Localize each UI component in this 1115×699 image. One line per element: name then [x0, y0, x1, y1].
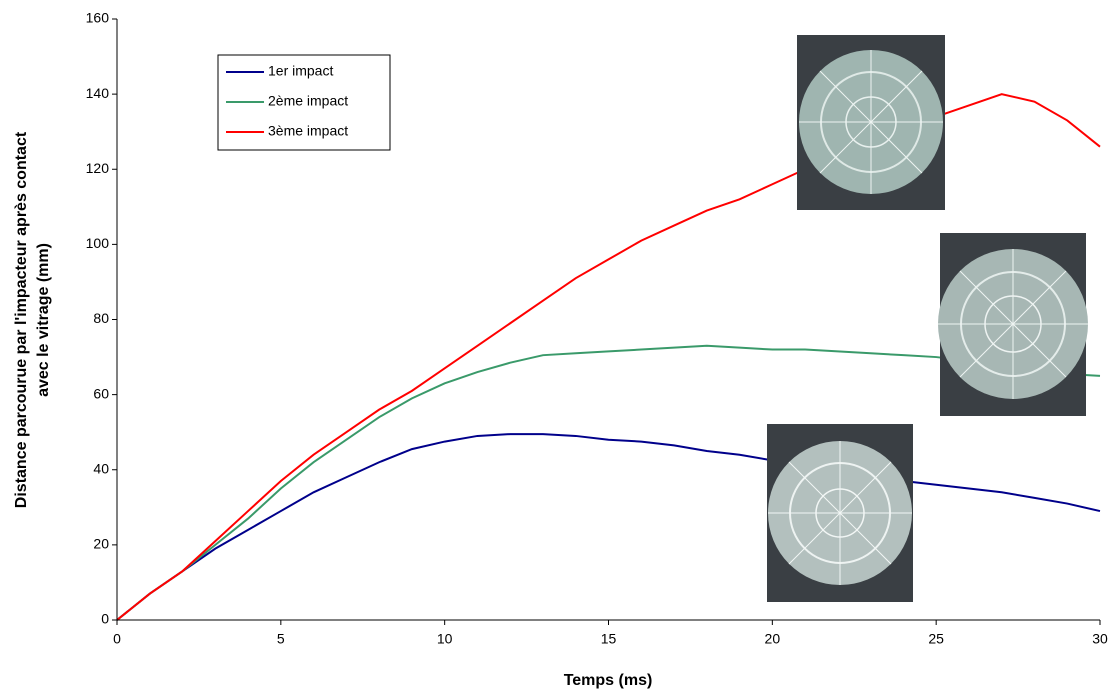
x-tick-label: 25 — [928, 631, 944, 647]
y-tick-label: 160 — [86, 10, 110, 26]
legend-label: 1er impact — [268, 63, 333, 79]
y-tick-label: 120 — [86, 160, 110, 176]
x-axis-label: Temps (ms) — [564, 672, 653, 689]
photos — [767, 35, 1088, 602]
x-tick-label: 30 — [1092, 631, 1108, 647]
x-tick-label: 10 — [437, 631, 453, 647]
x-tick-label: 20 — [765, 631, 781, 647]
x-tick-label: 5 — [277, 631, 285, 647]
y-axis-label-line: avec le vitrage (mm) — [35, 243, 52, 397]
y-axis-label-line: Distance parcourue par l'impacteur après… — [13, 131, 30, 508]
y-tick-label: 20 — [93, 536, 109, 552]
series-line — [116, 344, 1101, 621]
photo — [767, 424, 913, 602]
legend-label: 2ème impact — [268, 93, 348, 109]
y-tick-label: 60 — [93, 385, 109, 401]
y-tick-label: 80 — [93, 310, 109, 326]
y-tick-label: 100 — [86, 235, 110, 251]
x-tick-label: 0 — [113, 631, 121, 647]
legend-label: 3ème impact — [268, 123, 348, 139]
y-tick-label: 0 — [101, 611, 109, 627]
y-tick-label: 140 — [86, 85, 110, 101]
photo — [797, 35, 945, 210]
y-axis-label: Distance parcourue par l'impacteur après… — [13, 131, 52, 508]
series-line — [116, 433, 1101, 621]
x-tick-label: 15 — [601, 631, 617, 647]
photo — [938, 233, 1088, 416]
y-tick-label: 40 — [93, 460, 109, 476]
